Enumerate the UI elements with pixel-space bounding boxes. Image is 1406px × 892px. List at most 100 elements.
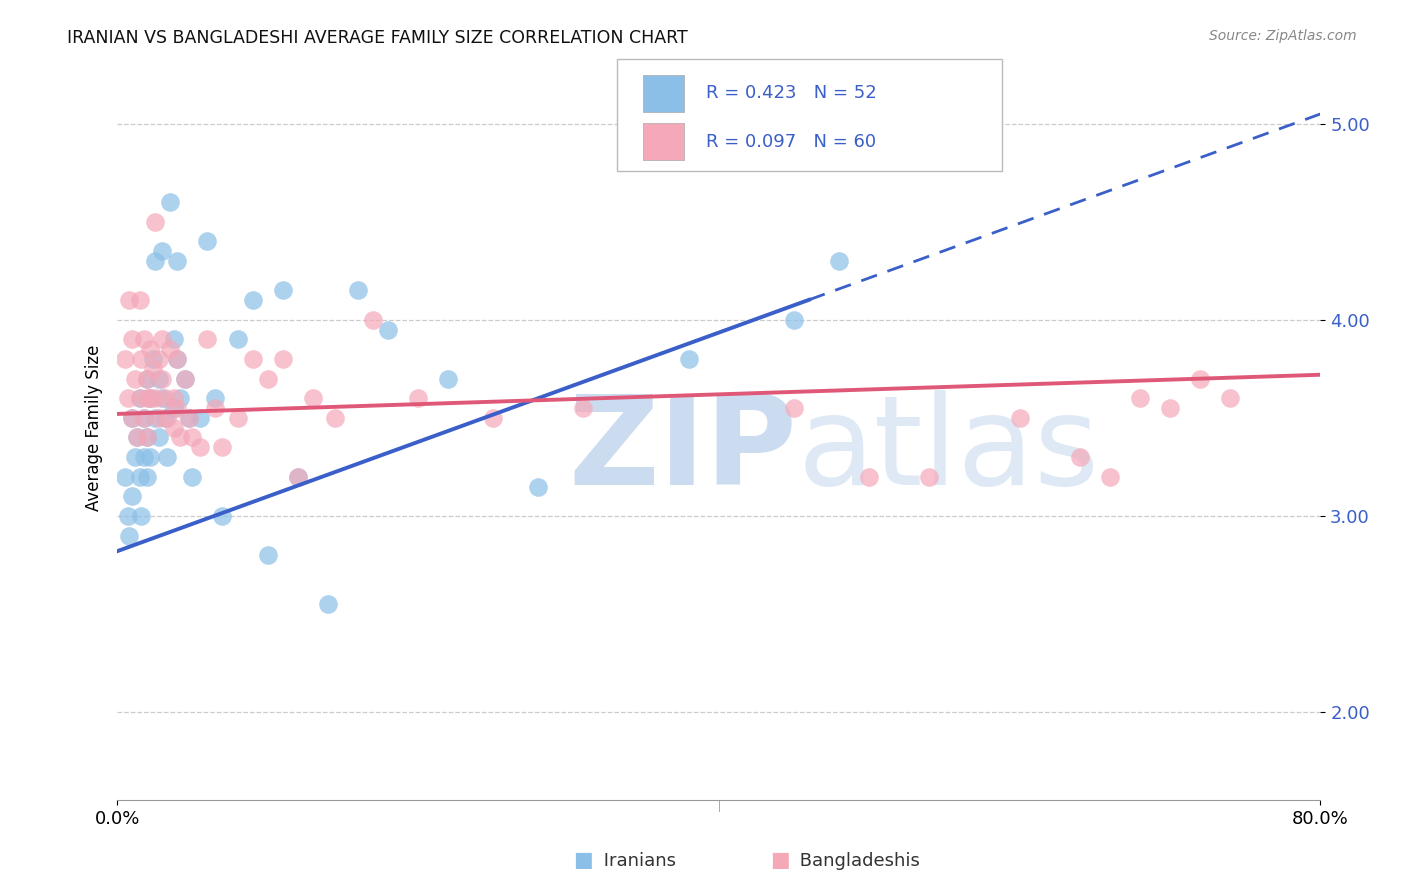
Point — [163, 391, 186, 405]
Point — [148, 410, 170, 425]
Point — [256, 548, 278, 562]
Point — [143, 410, 166, 425]
Point — [125, 430, 148, 444]
Point — [179, 410, 201, 425]
Text: ZIP: ZIP — [568, 390, 797, 510]
Point — [143, 254, 166, 268]
FancyBboxPatch shape — [617, 59, 1001, 170]
Point — [124, 372, 146, 386]
Point — [143, 391, 166, 405]
Point — [188, 410, 211, 425]
Point — [188, 440, 211, 454]
Point — [242, 293, 264, 308]
Point — [1219, 391, 1241, 405]
Point — [121, 489, 143, 503]
Point — [139, 343, 162, 357]
Point — [197, 333, 219, 347]
FancyBboxPatch shape — [643, 123, 683, 161]
Point — [155, 410, 177, 425]
Point — [117, 508, 139, 523]
Text: R = 0.423   N = 52: R = 0.423 N = 52 — [706, 85, 876, 103]
Point — [150, 333, 173, 347]
Point — [148, 372, 170, 386]
Text: atlas: atlas — [797, 390, 1099, 510]
Text: Iranians: Iranians — [598, 852, 675, 870]
Point — [256, 372, 278, 386]
Point — [134, 333, 156, 347]
Point — [121, 333, 143, 347]
Point — [179, 410, 201, 425]
Point — [197, 235, 219, 249]
Point — [163, 401, 186, 415]
Point — [150, 372, 173, 386]
Point — [204, 391, 226, 405]
Point — [1008, 410, 1031, 425]
Text: ■: ■ — [574, 850, 593, 870]
Point — [181, 430, 204, 444]
Point — [129, 352, 152, 367]
Point — [1098, 469, 1121, 483]
Point — [125, 430, 148, 444]
Point — [139, 391, 162, 405]
Point — [142, 362, 165, 376]
Point — [166, 352, 188, 367]
Point — [287, 469, 309, 483]
Point — [114, 469, 136, 483]
Point — [134, 410, 156, 425]
Point — [155, 391, 177, 405]
Point — [136, 430, 159, 444]
Point — [437, 372, 460, 386]
Point — [181, 469, 204, 483]
Point — [287, 469, 309, 483]
Point — [783, 401, 806, 415]
Point — [918, 469, 941, 483]
Text: Source: ZipAtlas.com: Source: ZipAtlas.com — [1209, 29, 1357, 43]
Point — [1129, 391, 1152, 405]
Point — [148, 430, 170, 444]
Point — [678, 352, 700, 367]
Point — [242, 352, 264, 367]
Y-axis label: Average Family Size: Average Family Size — [86, 344, 103, 511]
Point — [134, 410, 156, 425]
Point — [136, 430, 159, 444]
Point — [169, 430, 191, 444]
Point — [124, 450, 146, 464]
Point — [136, 469, 159, 483]
Point — [169, 391, 191, 405]
Text: ■: ■ — [770, 850, 790, 870]
Point — [114, 352, 136, 367]
Point — [347, 284, 370, 298]
Point — [1069, 450, 1091, 464]
Point — [163, 333, 186, 347]
Point — [323, 410, 346, 425]
Point — [134, 450, 156, 464]
Point — [361, 313, 384, 327]
Point — [211, 508, 233, 523]
Point — [226, 410, 249, 425]
Point — [858, 469, 880, 483]
Point — [377, 323, 399, 337]
Text: R = 0.097   N = 60: R = 0.097 N = 60 — [706, 133, 876, 151]
Point — [150, 391, 173, 405]
Point — [139, 391, 162, 405]
Point — [128, 293, 150, 308]
Point — [783, 313, 806, 327]
Point — [271, 284, 294, 298]
Point — [226, 333, 249, 347]
Point — [148, 352, 170, 367]
Point — [136, 372, 159, 386]
Point — [129, 508, 152, 523]
Point — [136, 372, 159, 386]
Point — [271, 352, 294, 367]
Point — [142, 352, 165, 367]
Point — [136, 391, 159, 405]
Point — [143, 215, 166, 229]
Point — [128, 391, 150, 405]
Point — [150, 244, 173, 259]
Point — [1159, 401, 1181, 415]
Point — [118, 293, 141, 308]
Point — [1189, 372, 1212, 386]
Point — [204, 401, 226, 415]
Point — [406, 391, 429, 405]
Point — [166, 254, 188, 268]
